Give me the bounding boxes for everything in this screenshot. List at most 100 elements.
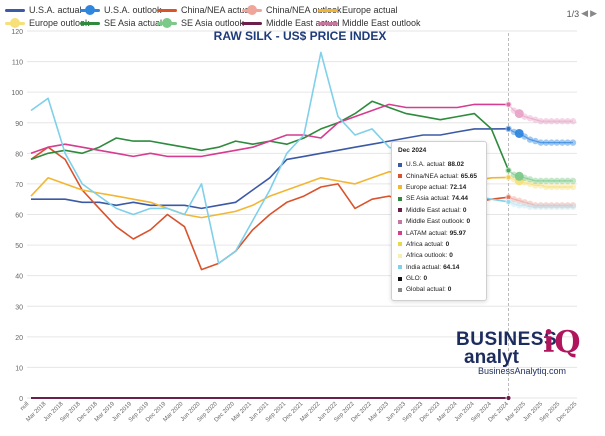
outlook-point-u-s-a-outlook	[526, 136, 534, 143]
legend-item-china-nea-outlook[interactable]: China/NEA outlook	[242, 4, 342, 15]
logo-mark: iQ	[543, 325, 581, 360]
outlook-point-u-s-a-outlook	[559, 139, 566, 146]
logo-url: BusinessAnalytiq.com	[478, 366, 567, 376]
legend-swatch	[242, 21, 262, 25]
outlook-point-latam-outlook	[514, 109, 524, 119]
outlook-point-europe-outlook	[526, 180, 534, 188]
outlook-point-india-outlook	[569, 203, 577, 211]
outlook-point-latam-outlook	[532, 116, 539, 123]
legend-item-middle-east-actual[interactable]: Middle East actual	[242, 18, 340, 28]
tooltip-row: China/NEA actual: 65.65	[398, 170, 480, 181]
y-tick-label: 20	[15, 335, 23, 342]
tooltip-row: Global actual: 0	[398, 284, 480, 295]
tooltip-value: 0	[449, 252, 453, 260]
tooltip-label: Africa actual:	[406, 240, 444, 248]
hover-point-europe-actual	[505, 174, 512, 181]
outlook-point-china-nea-outlook	[553, 202, 561, 209]
outlook-point-u-s-a-outlook	[564, 139, 571, 146]
tooltip-row: U.S.A. actual: 88.02	[398, 159, 480, 170]
legend-item-se-asia-outlook[interactable]: SE Asia outlook	[157, 17, 245, 28]
legend-swatch	[242, 4, 262, 15]
legend-pager[interactable]: 1/3 ◀ ▶	[567, 8, 597, 19]
y-tick-label: 40	[15, 274, 23, 281]
chart-title: RAW SILK - US$ PRICE INDEX	[214, 29, 387, 43]
tooltip-swatch	[398, 185, 402, 190]
tooltip-swatch	[398, 253, 402, 258]
legend-label: China/NEA actual	[181, 5, 252, 15]
tooltip-value: 0	[466, 218, 471, 226]
outlook-point-se-asia-outlook	[532, 177, 539, 185]
outlook-point-latam-outlook	[548, 118, 555, 125]
outlook-point-se-asia-outlook	[526, 176, 534, 183]
legend-item-europe-actual[interactable]: Europe actual	[318, 5, 398, 15]
outlook-point-latam-outlook	[526, 114, 534, 122]
legend-swatch	[318, 8, 338, 12]
pager-next-icon[interactable]: ▶	[590, 8, 597, 18]
tooltip-label: Africa outlook:	[406, 252, 448, 260]
legend-label: U.S.A. outlook	[104, 5, 162, 15]
outlook-point-china-nea-outlook	[521, 199, 528, 206]
tooltip-swatch	[398, 287, 402, 292]
legend-item-se-asia-actual[interactable]: SE Asia actual	[80, 18, 162, 28]
outlook-point-europe-outlook	[569, 183, 577, 191]
legend-label: China/NEA outlook	[266, 5, 342, 15]
outlook-point-latam-outlook	[564, 118, 571, 125]
tooltip-value: 0	[462, 206, 467, 214]
tooltip-label: India actual:	[406, 263, 442, 271]
outlook-point-india-outlook	[516, 202, 523, 209]
outlook-point-europe-outlook	[559, 183, 566, 191]
legend-label: SE Asia outlook	[181, 18, 245, 28]
outlook-point-china-nea-outlook	[559, 202, 566, 209]
legend-swatch	[80, 21, 100, 25]
outlook-point-china-nea-outlook	[505, 194, 512, 201]
tooltip-value: 0	[445, 240, 450, 248]
legend-item-china-nea-actual[interactable]: China/NEA actual	[157, 5, 252, 15]
tooltip-swatch	[398, 196, 402, 201]
tooltip-row: Middle East outlook: 0	[398, 216, 480, 227]
tooltip-label: Middle East actual:	[406, 206, 461, 214]
tooltip-swatch	[398, 231, 402, 236]
outlook-point-latam-outlook	[521, 113, 528, 120]
tooltip-value: 72.14	[449, 183, 467, 191]
legend-item-middle-east-outlook[interactable]: Middle East outlook	[318, 18, 421, 28]
tooltip-value: 74.44	[451, 195, 469, 203]
legend-item-u-s-a-outlook[interactable]: U.S.A. outlook	[80, 4, 162, 15]
y-tick-label: 90	[15, 121, 23, 128]
legend-label: SE Asia actual	[104, 18, 163, 28]
outlook-point-china-nea-outlook	[526, 200, 534, 207]
outlook-point-india-outlook	[553, 203, 561, 211]
y-tick-label: 100	[11, 90, 23, 97]
outlook-point-india-outlook	[526, 203, 534, 211]
hover-point-latam-actual	[505, 101, 512, 108]
pager-text: 1/3	[566, 8, 580, 19]
outlook-point-china-nea-outlook	[569, 202, 577, 209]
outlook-point-india-outlook	[505, 198, 512, 206]
outlook-point-se-asia-outlook	[542, 177, 550, 185]
outlook-point-u-s-a-outlook	[521, 133, 528, 140]
legend-item-u-s-a-actual[interactable]: U.S.A. actual	[5, 5, 82, 15]
legend-swatch	[5, 17, 25, 28]
outlook-point-europe-outlook	[505, 174, 512, 181]
outlook-point-se-asia-outlook	[514, 171, 524, 181]
tooltip-label: Global actual:	[406, 286, 446, 294]
tooltip-title: Dec 2024	[398, 147, 427, 154]
pager-prev-icon[interactable]: ◀	[581, 8, 589, 18]
legend-swatch	[80, 4, 100, 15]
logo-line2: analyt	[464, 347, 519, 368]
outlook-point-india-outlook	[510, 200, 518, 207]
outlook-point-se-asia-outlook	[537, 177, 544, 185]
legend-label: Middle East actual	[266, 18, 340, 28]
tooltip-value: 0	[423, 275, 428, 283]
tooltip-value: 65.65	[460, 172, 478, 180]
series-line-china-nea-outlook	[508, 196, 573, 206]
outlook-point-india-outlook	[532, 203, 539, 211]
outlook-point-latam-outlook	[559, 118, 566, 125]
outlook-point-u-s-a-outlook	[553, 139, 561, 146]
outlook-point-u-s-a-outlook	[514, 128, 524, 138]
legend-item-europe-outlook[interactable]: Europe outlook	[5, 17, 90, 28]
tooltip-row: LATAM actual: 95.97	[398, 227, 480, 238]
outlook-point-china-nea-outlook	[564, 202, 571, 209]
y-tick-label: 0	[19, 396, 23, 403]
outlook-point-europe-outlook	[548, 183, 555, 191]
y-tick-label: 60	[15, 213, 23, 220]
